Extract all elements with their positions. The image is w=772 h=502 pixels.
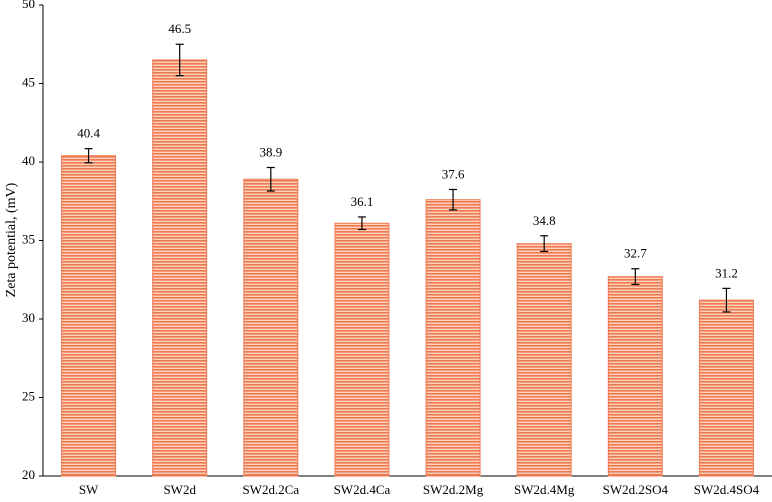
data-label: 38.9 bbox=[259, 144, 282, 159]
y-tick-label: 25 bbox=[22, 388, 35, 403]
data-label: 46.5 bbox=[168, 21, 191, 36]
x-tick-label: SW2d.4Mg bbox=[514, 482, 575, 497]
y-tick-label: 40 bbox=[22, 153, 35, 168]
x-tick-label: SW2d bbox=[163, 482, 196, 497]
bar bbox=[698, 299, 754, 477]
data-label: 32.7 bbox=[624, 246, 647, 261]
bar bbox=[61, 155, 117, 477]
bar bbox=[243, 178, 299, 477]
x-tick-label: SW2d.2SO4 bbox=[603, 482, 669, 497]
y-tick-label: 50 bbox=[22, 0, 35, 11]
x-tick-label: SW2d.4SO4 bbox=[694, 482, 760, 497]
x-tick-label: SW bbox=[79, 482, 99, 497]
bar bbox=[425, 199, 481, 477]
data-label: 37.6 bbox=[442, 166, 465, 181]
y-tick-label: 30 bbox=[22, 310, 35, 325]
data-label: 31.2 bbox=[715, 265, 738, 280]
bar bbox=[334, 222, 390, 477]
y-tick-label: 35 bbox=[22, 231, 35, 246]
bar bbox=[607, 276, 663, 477]
x-tick-label: SW2d.4Ca bbox=[334, 482, 391, 497]
y-tick-label: 20 bbox=[22, 467, 35, 482]
x-tick-label: SW2d.2Ca bbox=[242, 482, 299, 497]
y-tick-label: 45 bbox=[22, 74, 35, 89]
bar bbox=[152, 59, 208, 477]
bar bbox=[516, 243, 572, 477]
x-tick-label: SW2d.2Mg bbox=[423, 482, 484, 497]
data-label: 34.8 bbox=[533, 213, 556, 228]
data-label: 36.1 bbox=[351, 194, 374, 209]
y-axis-label: Zeta potential, (mV) bbox=[4, 182, 19, 297]
data-label: 40.4 bbox=[77, 126, 100, 141]
